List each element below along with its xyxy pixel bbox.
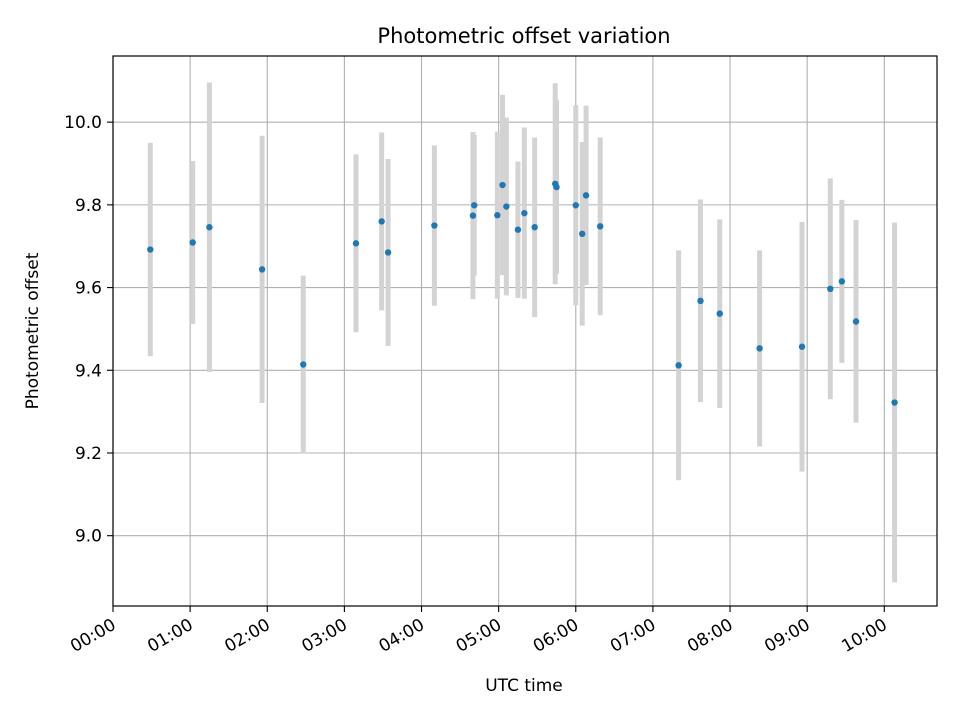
data-point: [352, 240, 360, 247]
data-point: [469, 212, 477, 219]
x-tick-label: 03:00: [298, 615, 350, 657]
data-point: [891, 399, 898, 406]
chart-title: Photometric offset variation: [377, 24, 670, 48]
data-point: [189, 239, 196, 246]
x-tick-label: 09:00: [761, 615, 813, 657]
data-point: [147, 246, 154, 253]
data-point: [431, 222, 438, 229]
x-tick-label: 07:00: [607, 615, 659, 657]
y-tick-label: 9.0: [75, 527, 102, 547]
x-tick-label: 02:00: [221, 615, 273, 657]
data-point: [716, 310, 723, 317]
data-point: [494, 212, 501, 219]
data-point: [697, 297, 704, 305]
y-tick-label: 9.4: [75, 361, 102, 381]
data-point: [852, 318, 860, 325]
data-point: [300, 361, 307, 368]
y-tick-label: 9.6: [75, 279, 102, 299]
data-point: [579, 230, 586, 238]
y-tick-label: 9.8: [75, 196, 102, 216]
data-point: [514, 226, 522, 233]
error-bars: [147, 82, 898, 583]
x-tick-label: 10:00: [838, 615, 890, 657]
data-point: [827, 285, 834, 293]
data-point: [597, 223, 604, 230]
x-tick-label: 06:00: [530, 615, 582, 657]
x-axis-ticks: 00:00 01:00 02:00 03:00 04:00 05:00 06:00 07:00…: [67, 606, 891, 657]
data-points: [147, 180, 898, 406]
data-point: [384, 249, 392, 256]
y-tick-label: 9.2: [75, 444, 102, 464]
x-tick-label: 05:00: [453, 615, 505, 657]
x-tick-label: 01:00: [144, 615, 196, 657]
data-point: [838, 278, 846, 285]
y-axis-label: Photometric offset: [23, 252, 43, 409]
y-axis-ticks: 9.0 9.2 9.4 9.6 9.8 10.0: [64, 113, 113, 547]
data-point: [378, 218, 385, 225]
x-axis-label: UTC time: [485, 676, 563, 696]
data-point: [582, 192, 590, 199]
x-tick-label: 04:00: [376, 615, 428, 657]
data-point: [206, 224, 213, 231]
data-point: [572, 202, 579, 209]
data-point: [521, 209, 528, 217]
data-point: [531, 224, 538, 231]
data-point: [675, 362, 682, 369]
data-point: [798, 343, 806, 350]
data-point: [258, 266, 266, 273]
x-tick-label: 00:00: [67, 615, 119, 657]
data-point: [499, 181, 506, 189]
data-point: [503, 203, 510, 210]
y-tick-label: 10.0: [64, 113, 102, 133]
plot-frame: [112, 55, 938, 607]
x-tick-label: 08:00: [684, 615, 736, 657]
data-point: [471, 202, 478, 209]
data-point: [553, 183, 560, 191]
data-point: [756, 345, 763, 352]
